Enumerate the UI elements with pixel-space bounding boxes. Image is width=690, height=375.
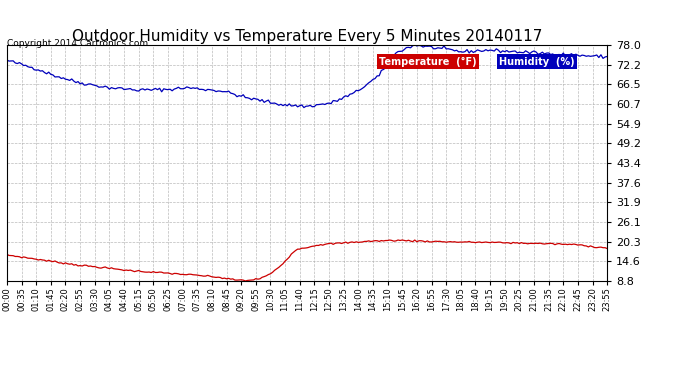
Text: Copyright 2014 Cartronics.com: Copyright 2014 Cartronics.com bbox=[7, 39, 148, 48]
Text: Temperature  (°F): Temperature (°F) bbox=[379, 57, 477, 67]
Text: Humidity  (%): Humidity (%) bbox=[499, 57, 575, 66]
Title: Outdoor Humidity vs Temperature Every 5 Minutes 20140117: Outdoor Humidity vs Temperature Every 5 … bbox=[72, 29, 542, 44]
